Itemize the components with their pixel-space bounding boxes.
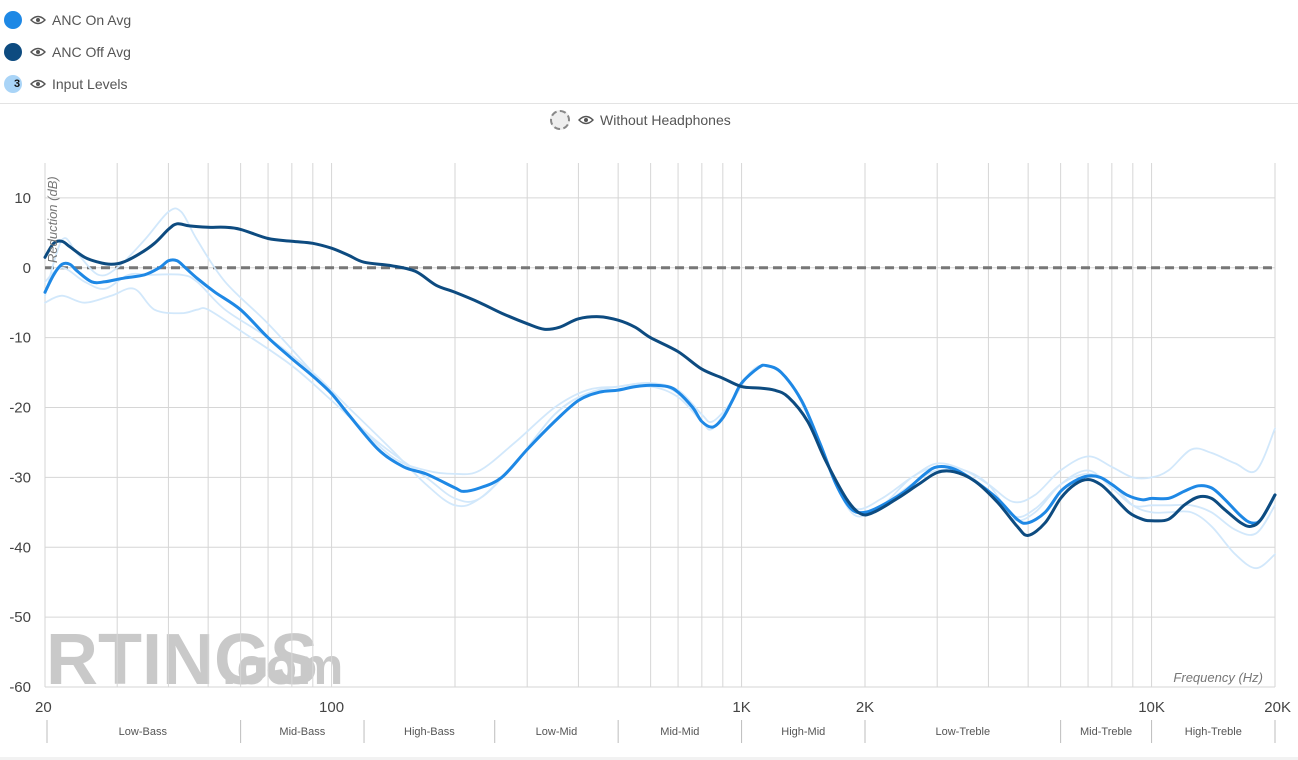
legend-divider [0, 103, 1298, 104]
y-axis-label: Reduction (dB) [45, 176, 60, 263]
without-headphones-dot[interactable] [550, 110, 570, 130]
anc-off-color-dot[interactable] [4, 43, 22, 61]
anc-on-avg-line [43, 258, 1277, 525]
legend-item-input-levels[interactable]: 3 Input Levels [4, 68, 131, 100]
y-tick-label: -10 [9, 330, 31, 347]
y-tick-label: 10 [14, 190, 31, 207]
x-axis-label: Frequency (Hz) [1173, 670, 1263, 685]
band-label: Mid-Bass [279, 726, 325, 738]
band-label: Low-Treble [935, 726, 990, 738]
series-group [43, 207, 1277, 570]
y-tick-label: -20 [9, 400, 31, 417]
y-axis-ticks: 10 0 -10 -20 -30 -40 -50 -60 [9, 190, 31, 696]
y-tick-label: -30 [9, 469, 31, 486]
band-label: Low-Mid [536, 726, 578, 738]
legend: ANC On Avg ANC Off Avg 3 Input Levels [4, 4, 131, 100]
input-levels-1-line [44, 207, 1276, 511]
x-tick-label: 2K [856, 699, 874, 716]
legend-item-without-headphones[interactable]: Without Headphones [550, 110, 731, 130]
y-tick-label: -60 [9, 679, 31, 696]
anc-on-color-dot[interactable] [4, 11, 22, 29]
eye-icon[interactable] [30, 47, 46, 57]
eye-icon[interactable] [578, 115, 594, 125]
band-label: Low-Bass [119, 726, 168, 738]
input-levels-2-line [44, 287, 1276, 536]
frequency-bands: Low-Bass Mid-Bass High-Bass Low-Mid Mid-Mid H… [46, 720, 1276, 743]
legend-label: ANC On Avg [52, 12, 132, 28]
x-tick-label: 100 [319, 699, 344, 716]
x-tick-label: 20K [1264, 699, 1291, 716]
band-label: Mid-Treble [1080, 726, 1132, 738]
eye-icon[interactable] [30, 79, 46, 89]
legend-item-anc-on[interactable]: ANC On Avg [4, 4, 131, 36]
y-tick-label: -40 [9, 539, 31, 556]
band-label: High-Treble [1185, 726, 1242, 738]
band-label: Mid-Mid [660, 726, 699, 738]
watermark-suffix: .com [222, 638, 343, 696]
band-label: High-Mid [781, 726, 825, 738]
band-label: High-Bass [404, 726, 455, 738]
legend-label: ANC Off Avg [52, 44, 131, 60]
x-tick-label: 10K [1138, 699, 1165, 716]
without-headphones-label: Without Headphones [600, 112, 731, 128]
y-tick-label: 0 [23, 260, 31, 277]
anc-off-avg-line [43, 222, 1277, 537]
eye-icon[interactable] [30, 15, 46, 25]
bottom-border [0, 757, 1298, 760]
x-axis-ticks: 20 100 1K 2K 10K 20K [35, 699, 1291, 716]
legend-label: Input Levels [52, 76, 128, 92]
grid [44, 163, 1276, 688]
noise-isolation-chart[interactable]: RTINGS .com 100-10-20-30-40-50-60 20 100 1… [0, 140, 1298, 757]
y-tick-label: -50 [9, 609, 31, 626]
watermark: RTINGS .com [46, 620, 343, 700]
input-levels-3-line [44, 266, 1276, 570]
legend-item-anc-off[interactable]: ANC Off Avg [4, 36, 131, 68]
input-levels-color-dot[interactable]: 3 [4, 75, 22, 93]
x-tick-label: 20 [35, 699, 52, 716]
x-tick-label: 1K [732, 699, 750, 716]
input-levels-count-badge: 3 [14, 78, 21, 90]
